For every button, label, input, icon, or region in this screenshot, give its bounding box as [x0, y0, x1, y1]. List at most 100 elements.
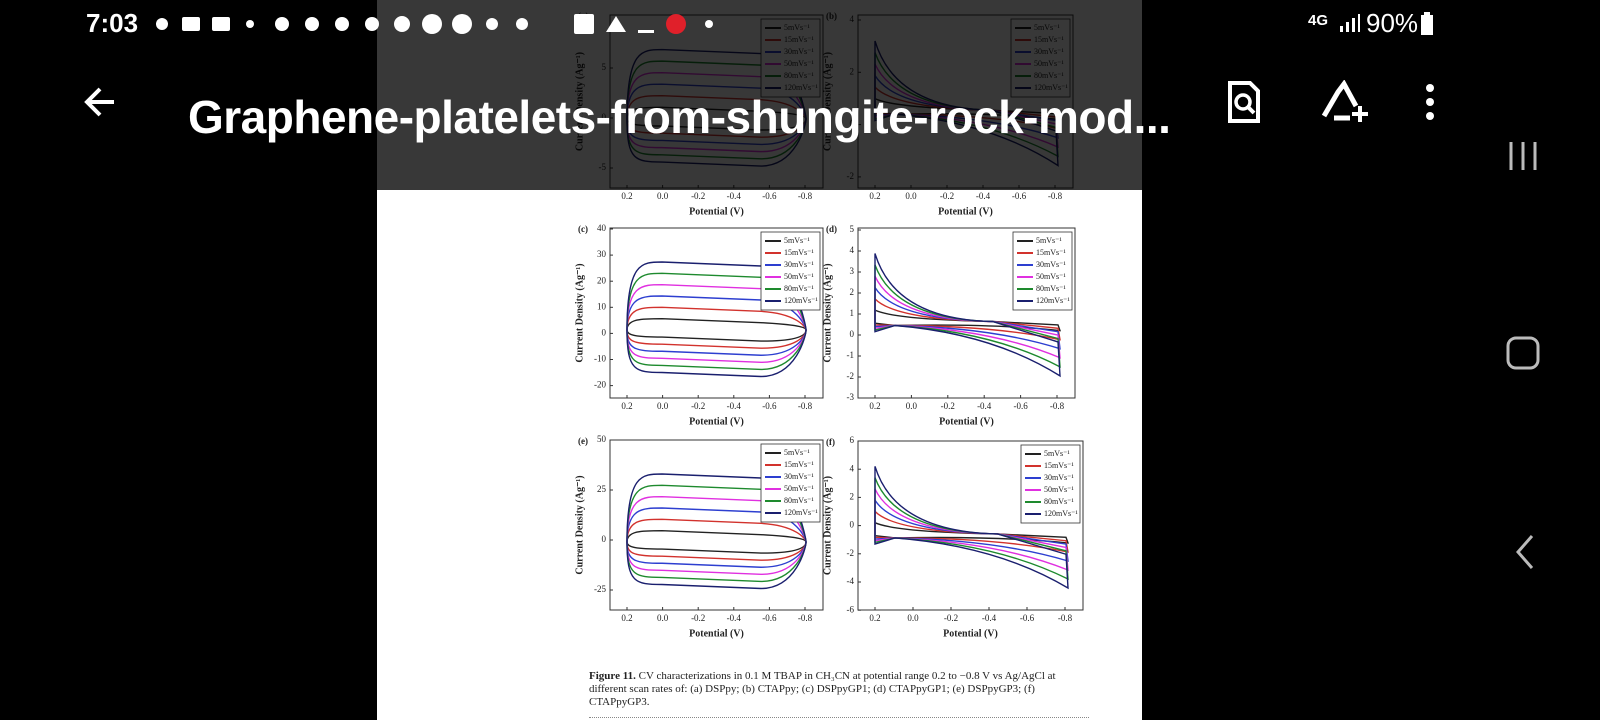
legend-label: 15mVs⁻¹	[784, 460, 814, 469]
cv-curve	[626, 473, 807, 590]
x-tick-label: -0.6	[762, 191, 777, 201]
y-tick-label: -20	[594, 380, 606, 390]
x-tick-label: -0.4	[976, 191, 991, 201]
cv-curve	[874, 309, 1062, 332]
x-tick-label: -0.4	[727, 613, 742, 623]
cv-curve	[626, 518, 807, 561]
y-tick-label: 0	[602, 327, 607, 337]
x-tick-label: -0.2	[940, 191, 954, 201]
x-tick-label: -0.6	[1013, 401, 1028, 411]
legend-box	[760, 443, 821, 523]
toolbar-scrim	[377, 0, 1142, 190]
clock: 7:03	[86, 8, 139, 38]
y-tick-label: 2	[850, 491, 855, 501]
x-axis-title: Potential (V)	[943, 628, 998, 639]
plot-frame	[857, 227, 1076, 399]
back-nav-button[interactable]	[1516, 535, 1534, 569]
home-button[interactable]	[1506, 336, 1540, 370]
panel-label: (f)	[826, 437, 835, 447]
legend-label: 80mVs⁻¹	[1044, 497, 1074, 506]
plot-panel: (c) 40 30 20 10 0 -10 -20 0.2 0.0 -0.2 -0.4 -0.6 -0.8…	[574, 223, 824, 427]
x-tick-label: 0.0	[657, 613, 669, 623]
caption-label: Figure 11.	[589, 670, 636, 682]
x-tick-label: -0.8	[798, 191, 813, 201]
y-tick-label: 4	[850, 245, 855, 255]
legend-label: 50mVs⁻¹	[784, 484, 814, 493]
add-to-drive-button[interactable]	[1320, 80, 1372, 124]
legend-label: 30mVs⁻¹	[784, 260, 814, 269]
x-tick-label: -0.4	[727, 191, 742, 201]
x-tick-label: 0.2	[621, 401, 632, 411]
plot-panel: (f) 6 4 2 0 -2 -4 -6 0.2 0.0 -0.2 -0.4 -0.6 -0.8 Poten…	[822, 435, 1084, 639]
search-in-document-button[interactable]	[1224, 80, 1264, 124]
legend-label: 5mVs⁻¹	[1036, 236, 1062, 245]
x-tick-label: -0.6	[1012, 191, 1027, 201]
legend-label: 50mVs⁻¹	[1036, 272, 1066, 281]
y-axis-title: Current Density (Ag⁻¹)	[822, 476, 833, 575]
network-type: 4G	[1308, 12, 1329, 29]
y-tick-label: 30	[597, 249, 607, 259]
x-tick-label: -0.2	[691, 191, 705, 201]
x-axis-title: Potential (V)	[689, 206, 744, 217]
legend-label: 120mVs⁻¹	[1036, 296, 1070, 305]
y-tick-label: 6	[850, 435, 855, 445]
x-axis-title: Potential (V)	[938, 206, 993, 217]
x-tick-label: -0.4	[727, 401, 742, 411]
y-tick-label: 0	[850, 520, 855, 530]
x-tick-label: -0.2	[941, 401, 955, 411]
legend-label: 50mVs⁻¹	[784, 272, 814, 281]
recents-button[interactable]	[1509, 142, 1537, 170]
legend-box	[1020, 444, 1081, 524]
legend-label: 5mVs⁻¹	[784, 448, 810, 457]
y-tick-label: -4	[847, 576, 855, 586]
y-tick-label: -1	[847, 350, 855, 360]
x-tick-label: 0.0	[907, 613, 919, 623]
x-tick-label: -0.8	[798, 613, 813, 623]
y-tick-label: 4	[850, 463, 855, 473]
x-tick-label: -0.8	[1058, 613, 1073, 623]
y-tick-label: 25	[597, 484, 607, 494]
y-tick-label: 50	[597, 434, 607, 444]
cv-curve	[874, 466, 1069, 590]
back-button[interactable]	[80, 82, 120, 122]
x-axis-title: Potential (V)	[689, 628, 744, 639]
y-axis-title: Current Density (Ag⁻¹)	[574, 263, 585, 362]
x-tick-label: 0.2	[869, 613, 880, 623]
legend-label: 30mVs⁻¹	[784, 472, 814, 481]
legend-label: 15mVs⁻¹	[1044, 461, 1074, 470]
y-tick-label: 10	[597, 301, 607, 311]
y-tick-label: 1	[850, 308, 855, 318]
battery-icon	[1421, 12, 1433, 35]
panel-label: (d)	[826, 224, 837, 234]
y-tick-label: 2	[850, 287, 855, 297]
x-tick-label: 0.0	[657, 401, 669, 411]
divider	[589, 717, 1089, 718]
battery-level: 90%	[1366, 8, 1419, 38]
legend-label: 120mVs⁻¹	[1044, 509, 1078, 518]
x-tick-label: -0.4	[977, 401, 992, 411]
cv-curve	[874, 253, 1061, 378]
legend-label: 15mVs⁻¹	[784, 248, 814, 257]
y-tick-label: 3	[850, 266, 855, 276]
y-axis-title: Current Density (Ag⁻¹)	[822, 263, 833, 362]
panel-label: (c)	[578, 224, 588, 234]
x-tick-label: -0.6	[762, 401, 777, 411]
legend-label: 80mVs⁻¹	[1036, 284, 1066, 293]
legend-label: 120mVs⁻¹	[784, 508, 818, 517]
more-options-button[interactable]	[1420, 82, 1440, 122]
plot-panel: (e) 50 25 0 -25 0.2 0.0 -0.2 -0.4 -0.6 -0.8 Potenti…	[574, 434, 824, 639]
legend-label: 5mVs⁻¹	[1044, 449, 1070, 458]
x-tick-label: -0.2	[691, 401, 705, 411]
notification-icons	[156, 14, 713, 34]
x-tick-label: 0.0	[657, 191, 669, 201]
y-tick-label: 20	[597, 275, 607, 285]
y-axis-title: Current Density (Ag⁻¹)	[574, 475, 585, 574]
legend-label: 80mVs⁻¹	[784, 496, 814, 505]
legend-label: 80mVs⁻¹	[784, 284, 814, 293]
y-tick-label: -2	[847, 371, 855, 381]
cv-curve	[874, 285, 1061, 350]
cv-curve	[626, 261, 807, 378]
navigation-bar	[1506, 142, 1540, 569]
caption-text: CV characterizations in 0.1 M TBAP in CH…	[589, 670, 1056, 708]
